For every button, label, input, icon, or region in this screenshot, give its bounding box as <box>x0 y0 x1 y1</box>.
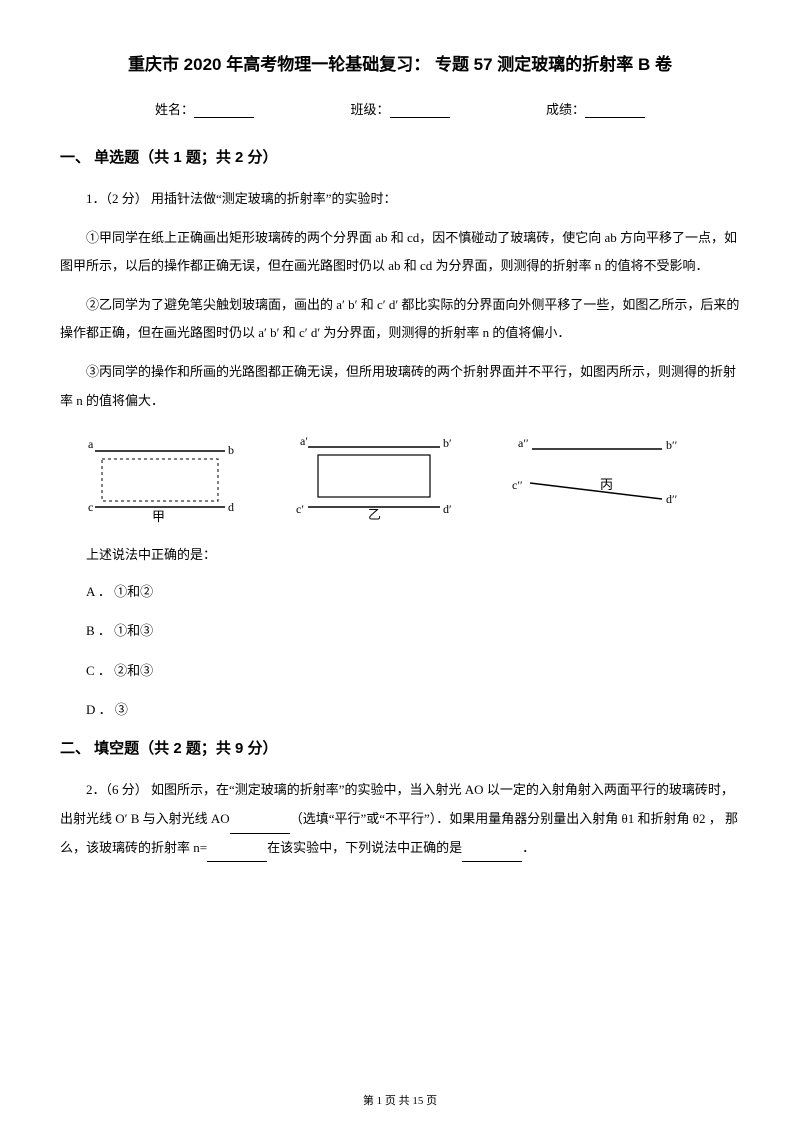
q1-p2: ②乙同学为了避免笔尖触划玻璃面，画出的 a′ b′ 和 c′ d′ 都比实际的分… <box>60 291 740 348</box>
option-c: C ． ②和③ <box>60 659 740 682</box>
q2c: 在该实验中，下列说法中正确的是 <box>267 840 462 855</box>
label-b: b <box>228 443 234 457</box>
option-d: D ． ③ <box>60 698 740 721</box>
score-blank <box>585 104 645 118</box>
q1-p1: ①甲同学在纸上正确画出矩形玻璃砖的两个分界面 ab 和 cd，因不慎碰动了玻璃砖… <box>60 224 740 281</box>
page-footer: 第 1 页 共 15 页 <box>0 1092 800 1108</box>
blank-3 <box>462 849 522 862</box>
label-c: c <box>88 500 93 514</box>
label-jia: 甲 <box>152 509 165 523</box>
label-yi: 乙 <box>368 507 381 522</box>
footer-prefix: 第 <box>363 1095 377 1107</box>
q2-text: 2．（6 分） 如图所示，在“测定玻璃的折射率”的实验中，当入射光 AO 以一定… <box>60 776 740 862</box>
section-1-header: 一、 单选题（共 1 题；共 2 分） <box>60 146 740 167</box>
q1-intro: 1．（2 分） 用插针法做“测定玻璃的折射率”的实验时： <box>60 185 740 214</box>
label-d: d <box>228 500 234 514</box>
label-a2: a′ <box>300 434 308 448</box>
label-d3: d′′ <box>666 492 678 506</box>
label-a3: a′′ <box>518 436 529 450</box>
diagram-yi: a′ b′ c′ d′ 乙 <box>290 433 460 523</box>
footer-mid: 页 共 <box>382 1095 412 1107</box>
q1-p3: ③丙同学的操作和所画的光路图都正确无误，但所用玻璃砖的两个折射界面并不平行，如图… <box>60 358 740 415</box>
label-d2: d′ <box>443 502 452 516</box>
label-c3: c′′ <box>512 478 523 492</box>
blank-2 <box>207 849 267 862</box>
q2d: ． <box>522 840 535 855</box>
class-label: 班级： <box>350 102 389 117</box>
label-c2: c′ <box>296 502 304 516</box>
label-a: a <box>88 437 94 451</box>
diagram-jia: a b c d 甲 <box>80 433 240 523</box>
class-blank <box>390 104 450 118</box>
label-b2: b′ <box>443 436 452 450</box>
option-a: A ． ①和② <box>60 580 740 603</box>
blank-1 <box>230 821 290 834</box>
q1-stem: 上述说法中正确的是： <box>60 541 740 570</box>
diagram-bing: a′′ b′′ c′′ d′′ 丙 <box>510 433 690 523</box>
score-label: 成绩： <box>546 102 585 117</box>
section-2-header: 二、 填空题（共 2 题；共 9 分） <box>60 737 740 758</box>
name-blank <box>194 104 254 118</box>
info-row: 姓名： 班级： 成绩： <box>60 99 740 118</box>
name-label: 姓名： <box>155 102 194 117</box>
label-bing: 丙 <box>600 477 613 492</box>
page-title: 重庆市 2020 年高考物理一轮基础复习： 专题 57 测定玻璃的折射率 B 卷 <box>60 50 740 75</box>
option-b: B ． ①和③ <box>60 619 740 642</box>
footer-suffix: 页 <box>423 1095 437 1107</box>
footer-total: 15 <box>412 1095 423 1107</box>
label-b3: b′′ <box>666 438 678 452</box>
diagram-row: a b c d 甲 a′ b′ c′ d′ 乙 a′′ b′′ c′′ d′′ … <box>80 433 740 523</box>
